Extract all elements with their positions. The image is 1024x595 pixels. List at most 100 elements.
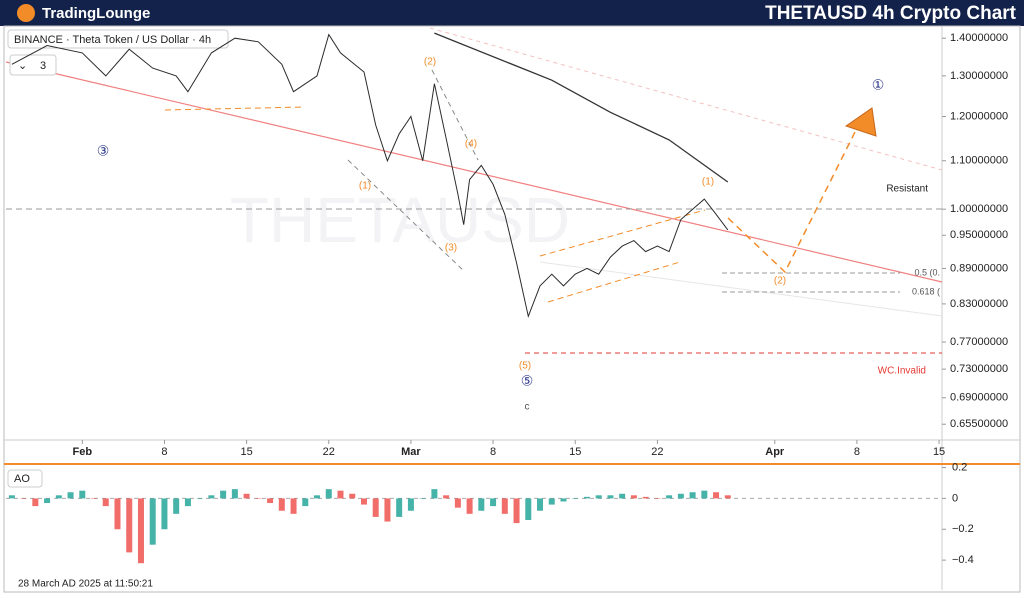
watermark: THETAUSD bbox=[230, 184, 570, 256]
x-tick-label: Mar bbox=[401, 446, 421, 458]
ao-bar bbox=[560, 498, 567, 502]
ao-bar bbox=[513, 498, 520, 524]
ao-bar bbox=[572, 498, 579, 499]
ao-bar bbox=[595, 495, 602, 499]
ao-bar bbox=[137, 498, 144, 564]
ao-bar bbox=[677, 493, 684, 499]
wave-label: ① bbox=[872, 77, 885, 93]
channel-line bbox=[164, 106, 306, 111]
x-tick-label: 15 bbox=[240, 446, 252, 458]
ao-bar bbox=[126, 498, 133, 553]
wave-label: 0.5 (0. bbox=[914, 267, 940, 277]
ao-bar bbox=[267, 498, 274, 504]
ao-bar bbox=[501, 498, 508, 514]
y-tick-label: 0.95000000 bbox=[950, 229, 1008, 241]
ao-bar bbox=[607, 495, 614, 499]
price-line bbox=[11, 33, 729, 319]
ao-bar bbox=[44, 498, 51, 504]
ao-bar bbox=[630, 495, 637, 499]
ao-bar bbox=[91, 498, 98, 499]
ao-bar bbox=[255, 498, 262, 499]
ao-bar bbox=[713, 492, 720, 499]
chevron: ⌄ bbox=[18, 60, 27, 72]
target-arrow bbox=[844, 107, 877, 137]
header-bar bbox=[0, 0, 1024, 26]
x-tick-label: 15 bbox=[933, 446, 945, 458]
ao-bar bbox=[20, 498, 27, 499]
timestamp: 28 March AD 2025 at 11:50:21 bbox=[18, 579, 153, 590]
ao-bar bbox=[278, 498, 285, 511]
ao-bar bbox=[654, 498, 661, 499]
x-tick-label: 8 bbox=[161, 446, 167, 458]
ao-bar bbox=[79, 490, 86, 499]
ao-tick-label: −0.4 bbox=[952, 554, 974, 566]
channel-line bbox=[431, 69, 479, 161]
wave-label: (2) bbox=[774, 276, 786, 287]
ao-bar bbox=[419, 498, 426, 499]
ao-tick-label: −0.2 bbox=[952, 523, 974, 535]
wave-label: 0.618 ( bbox=[912, 286, 940, 296]
ao-bar bbox=[325, 489, 332, 499]
y-tick-label: 1.30000000 bbox=[950, 70, 1008, 82]
ao-bar bbox=[360, 498, 367, 505]
ao-bar bbox=[454, 498, 461, 508]
header-title: THETAUSD 4h Crypto Chart bbox=[765, 3, 1017, 24]
wave-label: (1) bbox=[359, 181, 371, 192]
ao-bar bbox=[161, 498, 168, 530]
ao-bar bbox=[337, 490, 344, 499]
logo-icon bbox=[17, 4, 35, 22]
y-tick-label: 1.00000000 bbox=[950, 203, 1008, 215]
wave-label: (2) bbox=[424, 57, 436, 68]
wave-label: (1) bbox=[702, 177, 714, 188]
ao-bar bbox=[302, 498, 309, 507]
y-tick-label: 1.20000000 bbox=[950, 110, 1008, 122]
ao-bar bbox=[407, 498, 414, 511]
ao-box bbox=[7, 469, 43, 488]
x-tick-label: Apr bbox=[765, 446, 785, 458]
ao-tick-label: 0.2 bbox=[952, 461, 967, 473]
symbol-label: BINANCE · Theta Token / US Dollar · 4h bbox=[14, 34, 211, 46]
y-tick-label: 0.89000000 bbox=[950, 262, 1008, 274]
ao-bar bbox=[55, 495, 62, 499]
indicator-toggle[interactable] bbox=[9, 54, 57, 76]
ao-bar bbox=[114, 498, 121, 530]
logo-text: TradingLounge bbox=[42, 5, 150, 22]
ao-bar bbox=[8, 495, 15, 499]
ao-bar bbox=[525, 498, 532, 520]
ao-bar bbox=[666, 495, 673, 499]
ao-bar bbox=[583, 496, 590, 499]
channel-line bbox=[547, 261, 681, 303]
symbol-box bbox=[7, 29, 229, 49]
y-tick-label: 1.40000000 bbox=[950, 32, 1008, 44]
y-tick-label: 1.10000000 bbox=[950, 155, 1008, 167]
ao-bar bbox=[349, 493, 356, 499]
ao-bar bbox=[149, 498, 156, 545]
ao-tick-label: 0 bbox=[952, 492, 958, 504]
ao-bar bbox=[396, 498, 403, 517]
ao-bar bbox=[431, 489, 438, 499]
ao-bar bbox=[184, 498, 191, 507]
x-tick-label: 8 bbox=[490, 446, 496, 458]
y-tick-label: 0.65500000 bbox=[950, 418, 1008, 430]
wave-label: (5) bbox=[519, 361, 531, 372]
price-line bbox=[434, 32, 729, 183]
ao-bar bbox=[466, 498, 473, 514]
ao-bar bbox=[243, 493, 250, 499]
ao-bar bbox=[642, 496, 649, 499]
indicator-count: 3 bbox=[40, 60, 46, 72]
ao-bar bbox=[231, 489, 238, 499]
ao-bar bbox=[443, 495, 450, 499]
frame bbox=[3, 25, 1021, 593]
ao-bar bbox=[537, 498, 544, 511]
wave-label: (3) bbox=[445, 243, 457, 254]
x-tick-label: Feb bbox=[73, 446, 93, 458]
ao-bar bbox=[32, 498, 39, 507]
trend-line bbox=[5, 61, 943, 283]
wave-label: (4) bbox=[465, 139, 477, 150]
ao-bar bbox=[173, 498, 180, 514]
wave-label: ⑤ bbox=[521, 373, 534, 389]
ao-bar bbox=[290, 498, 297, 514]
ao-bar bbox=[701, 490, 708, 499]
x-tick-label: 8 bbox=[854, 446, 860, 458]
